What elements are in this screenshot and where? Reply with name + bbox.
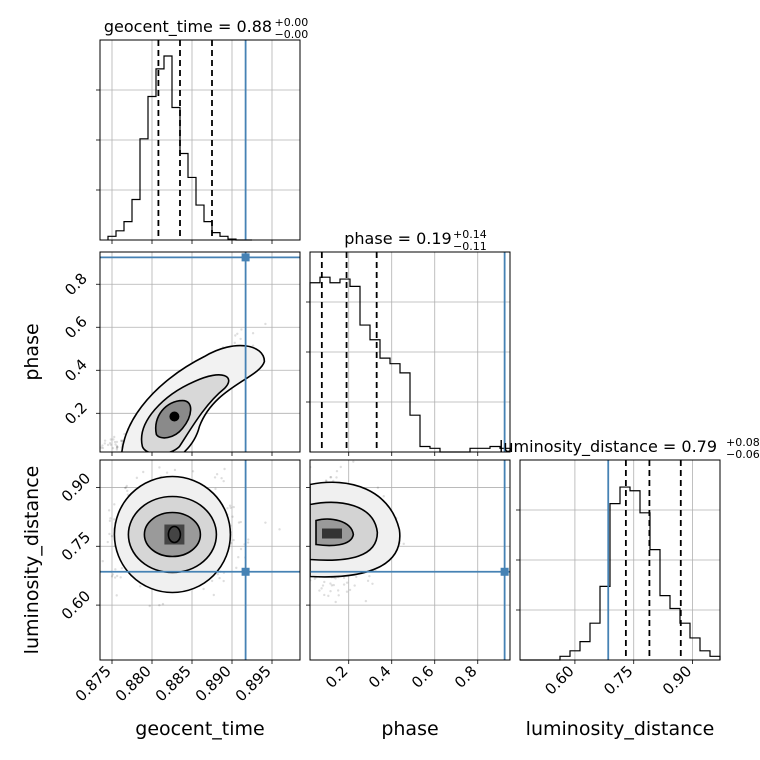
- density-peak: [322, 528, 342, 539]
- truth-marker: [241, 253, 250, 262]
- truth-marker: [500, 567, 509, 576]
- title-minus-luminosity_distance: −0.06: [726, 448, 760, 461]
- x-tick-label: 0.8: [451, 662, 481, 692]
- y-tick-label: 0.6: [61, 312, 91, 342]
- contour-core: [167, 525, 182, 544]
- y-tick-label: 0.4: [61, 355, 91, 385]
- y-tick-label: 0.2: [61, 398, 91, 428]
- axes-frame: [99, 251, 301, 453]
- x-tick-label: 0.4: [365, 662, 395, 692]
- title-plus-phase: +0.14: [453, 228, 487, 241]
- histogram-phase: [309, 276, 511, 453]
- x-tick-label: 0.875: [72, 662, 115, 705]
- x-axis-label-geocent_time: geocent_time: [135, 718, 264, 740]
- title-geocent_time: geocent_time = 0.88: [104, 17, 272, 37]
- x-axis-label-luminosity_distance: luminosity_distance: [526, 718, 715, 740]
- title-minus-phase: −0.11: [453, 240, 487, 253]
- x-tick-label: 0.895: [232, 662, 275, 705]
- axes-frame: [309, 251, 511, 453]
- title-minus-geocent_time: −0.00: [275, 28, 309, 41]
- x-tick-label: 0.90: [659, 662, 695, 698]
- title-plus-luminosity_distance: +0.08: [726, 436, 760, 449]
- density-peak: [169, 411, 180, 422]
- y-axis-label-luminosity_distance: luminosity_distance: [21, 466, 43, 655]
- x-axis-label-phase: phase: [381, 718, 438, 740]
- x-tick-label: 0.880: [112, 662, 155, 705]
- density-peak: [164, 524, 185, 545]
- y-tick-label: 0.60: [58, 587, 94, 623]
- density-luminosity_distance_vs_geocent_time: [100, 466, 281, 608]
- density-luminosity_distance_vs_phase: [310, 460, 405, 604]
- x-tick-label: 0.890: [192, 662, 235, 705]
- histogram-luminosity_distance: [520, 486, 721, 661]
- title-luminosity_distance: luminosity_distance = 0.79: [499, 437, 717, 457]
- truth-marker: [241, 567, 250, 576]
- y-tick-label: 0.75: [58, 528, 94, 564]
- axes-frame: [519, 459, 721, 661]
- axes-frame: [309, 459, 511, 661]
- y-tick-label: 0.90: [58, 469, 94, 505]
- y-tick-label: 0.8: [61, 269, 91, 299]
- axes-frame: [99, 459, 301, 661]
- plot-layer: [96, 39, 721, 664]
- histogram-geocent_time: [107, 55, 252, 241]
- y-axis-label-phase: phase: [21, 323, 43, 380]
- title-plus-geocent_time: +0.00: [275, 16, 309, 29]
- axes-frame: [99, 39, 301, 241]
- x-tick-label: 0.6: [408, 662, 438, 692]
- density-phase_vs_geocent_time: [100, 322, 267, 452]
- x-tick-label: 0.60: [541, 662, 577, 698]
- title-phase: phase = 0.19: [344, 229, 451, 248]
- x-tick-label: 0.2: [322, 662, 352, 692]
- x-tick-label: 0.75: [600, 662, 636, 698]
- x-tick-label: 0.885: [152, 662, 195, 705]
